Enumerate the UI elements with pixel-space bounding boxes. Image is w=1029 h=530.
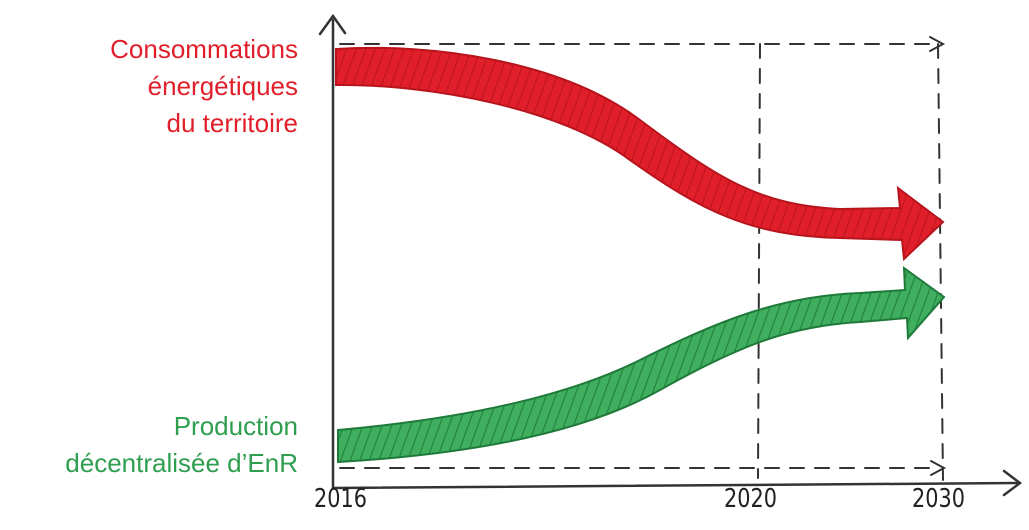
consommations-label-line-3: du territoire — [166, 108, 299, 138]
x-axis — [331, 469, 1023, 497]
bottom-guide-arrowhead — [930, 460, 947, 476]
production-label-line-2: décentralisée d’EnR — [65, 448, 298, 478]
dashed-line-2020 — [757, 43, 761, 479]
x-tick-2020: 2020 — [724, 484, 777, 514]
x-tick-2030: 2030 — [912, 484, 965, 514]
consommations-label-line-1: Consommations — [110, 34, 298, 64]
guide-lines — [339, 43, 944, 481]
production-label-line-1: Production — [173, 411, 298, 441]
top-guide-arrowhead — [929, 36, 946, 52]
consommations-label: Consommations énergétiques du territoire — [30, 31, 298, 142]
consommations-label-line-2: énergétiques — [147, 71, 298, 101]
y-axis — [318, 13, 347, 490]
x-tick-2016: 2016 — [314, 484, 367, 514]
dashed-line-2030 — [937, 43, 944, 481]
production-label: Production décentralisée d’EnR — [0, 408, 298, 482]
